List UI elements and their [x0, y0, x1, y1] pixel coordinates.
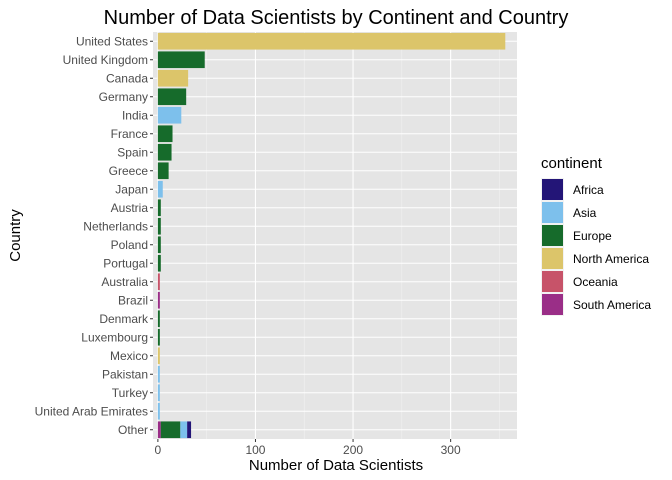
- y-tick-label: United Arab Emirates: [35, 404, 148, 418]
- bars: [157, 32, 506, 439]
- legend-label-oceania: Oceania: [573, 275, 618, 289]
- y-tick-label: Germany: [99, 90, 148, 104]
- y-tick-label: Brazil: [118, 293, 148, 307]
- y-tick-label: Mexico: [110, 349, 148, 363]
- bar-other-asia: [180, 421, 188, 439]
- legend: continent Africa Asia Europe North America O…: [541, 155, 651, 316]
- bar-india-asia: [157, 106, 182, 124]
- legend-label-africa: Africa: [573, 183, 604, 197]
- y-tick-label: Other: [118, 423, 148, 437]
- bar-pakistan-asia: [157, 365, 160, 383]
- bar-austria-europe: [157, 199, 161, 217]
- y-tick-label: Spain: [117, 145, 148, 159]
- y-axis: United States United Kingdom Canada Germany…: [35, 34, 153, 437]
- gridlines: [153, 32, 517, 439]
- bar-turkey-asia: [157, 384, 160, 402]
- bar-portugal-europe: [157, 254, 161, 272]
- legend-swatch-europe: [542, 225, 563, 246]
- legend-title: continent: [541, 155, 603, 172]
- bar-denmark-europe: [157, 310, 160, 328]
- bar-other-europe: [160, 421, 181, 439]
- y-tick-label: France: [111, 127, 149, 141]
- legend-label-north-america: North America: [573, 252, 649, 266]
- legend-swatch-oceania: [542, 271, 563, 292]
- bar-brazil-south-america: [157, 291, 160, 309]
- y-tick-label: Netherlands: [83, 219, 148, 233]
- y-tick-label: United States: [76, 34, 148, 48]
- bar-united-arab-emirates-asia: [157, 402, 160, 420]
- x-tick-label: 200: [343, 443, 363, 457]
- x-axis: 0 100 200 300: [155, 439, 461, 457]
- y-tick-label: Japan: [115, 182, 148, 196]
- bar-united-kingdom-europe: [157, 51, 205, 69]
- bar-netherlands-europe: [157, 217, 161, 235]
- y-tick-label: Luxembourg: [81, 330, 148, 344]
- bar-canada-north-america: [157, 69, 189, 87]
- y-tick-label: Portugal: [103, 256, 148, 270]
- x-tick-label: 300: [441, 443, 461, 457]
- y-tick-label: Denmark: [99, 312, 149, 326]
- y-tick-label: Pakistan: [102, 367, 148, 381]
- x-tick-label: 100: [245, 443, 265, 457]
- plot-panel: [153, 32, 517, 439]
- y-tick-label: Greece: [109, 164, 149, 178]
- legend-label-south-america: South America: [573, 298, 651, 312]
- legend-swatch-asia: [542, 202, 563, 223]
- legend-label-europe: Europe: [573, 229, 612, 243]
- x-axis-title: Number of Data Scientists: [249, 457, 423, 474]
- legend-swatch-africa: [542, 179, 563, 200]
- x-tick-label: 0: [155, 443, 162, 457]
- bar-germany-europe: [157, 88, 187, 106]
- y-tick-label: Turkey: [112, 386, 148, 400]
- y-tick-label: Australia: [101, 275, 148, 289]
- bar-greece-europe: [157, 162, 169, 180]
- bar-japan-asia: [157, 180, 163, 198]
- legend-swatch-north-america: [542, 248, 563, 269]
- bar-luxembourg-europe: [157, 328, 160, 346]
- y-tick-label: United Kingdom: [63, 53, 148, 67]
- y-tick-label: Austria: [111, 201, 149, 215]
- legend-swatch-south-america: [542, 294, 563, 315]
- bar-spain-europe: [157, 143, 172, 161]
- legend-label-asia: Asia: [573, 206, 597, 220]
- bar-france-europe: [157, 125, 173, 143]
- bar-australia-oceania: [157, 273, 160, 291]
- chart-title: Number of Data Scientists by Continent a…: [104, 7, 569, 29]
- y-tick-label: Canada: [106, 71, 148, 85]
- bar-mexico-north-america: [157, 347, 160, 365]
- y-tick-label: India: [122, 108, 148, 122]
- bar-poland-europe: [157, 236, 161, 254]
- y-tick-label: Poland: [111, 238, 148, 252]
- y-axis-title: Country: [7, 209, 24, 262]
- bar-united-states-north-america: [157, 32, 506, 50]
- bar-other-south-america: [157, 421, 161, 439]
- bar-other-africa: [187, 421, 192, 439]
